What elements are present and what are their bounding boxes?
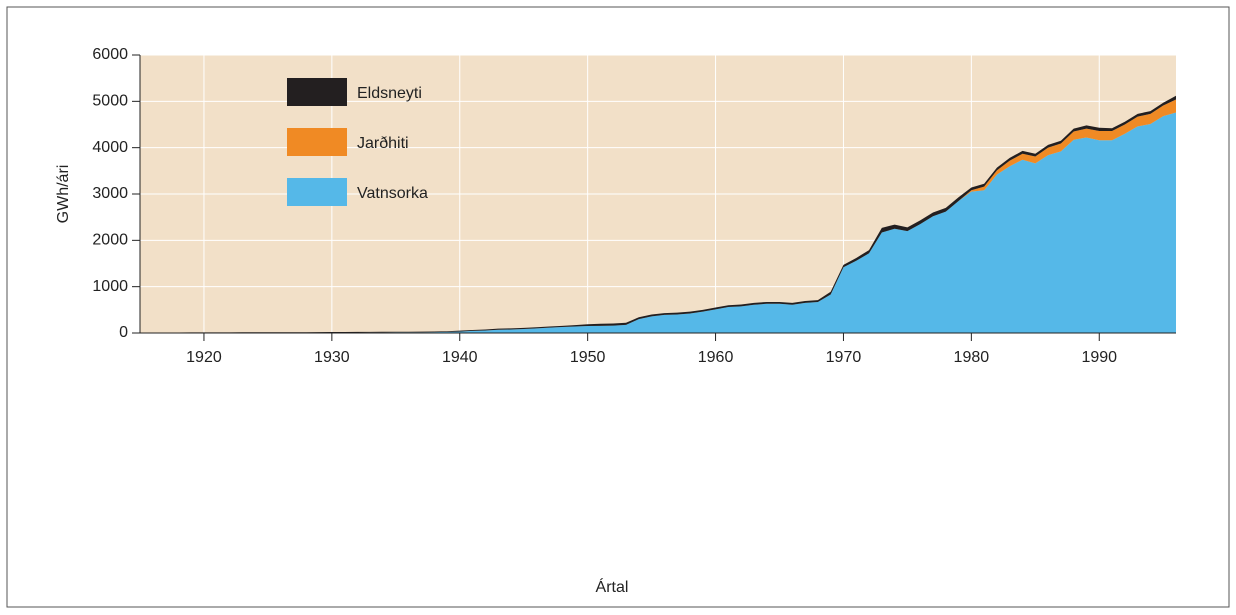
y-tick-label: 3000 bbox=[92, 185, 128, 202]
x-tick-label: 1940 bbox=[442, 349, 478, 366]
y-tick-label: 0 bbox=[119, 324, 128, 341]
x-tick-label: 1960 bbox=[698, 349, 734, 366]
x-tick-label: 1950 bbox=[570, 349, 606, 366]
y-tick-label: 4000 bbox=[92, 139, 128, 156]
legend-label: Vatnsorka bbox=[357, 185, 428, 202]
y-tick-label: 5000 bbox=[92, 93, 128, 110]
legend-swatch bbox=[287, 128, 347, 156]
x-tick-label: 1970 bbox=[826, 349, 862, 366]
legend-swatch bbox=[287, 178, 347, 206]
y-axis-label: GWh/ári bbox=[55, 165, 72, 224]
x-tick-label: 1920 bbox=[186, 349, 222, 366]
x-tick-label: 1980 bbox=[954, 349, 990, 366]
y-tick-label: 2000 bbox=[92, 232, 128, 249]
frame bbox=[6, 6, 1230, 608]
legend-swatch bbox=[287, 78, 347, 106]
y-tick-label: 1000 bbox=[92, 278, 128, 295]
x-tick-label: 1990 bbox=[1081, 349, 1117, 366]
legend-label: Jarðhiti bbox=[357, 135, 409, 152]
area bbox=[140, 112, 1176, 333]
y-tick-label: 6000 bbox=[92, 46, 128, 63]
legend-label: Eldsneyti bbox=[357, 85, 422, 102]
x-tick-label: 1930 bbox=[314, 349, 350, 366]
x-axis-label: Ártal bbox=[596, 577, 629, 596]
